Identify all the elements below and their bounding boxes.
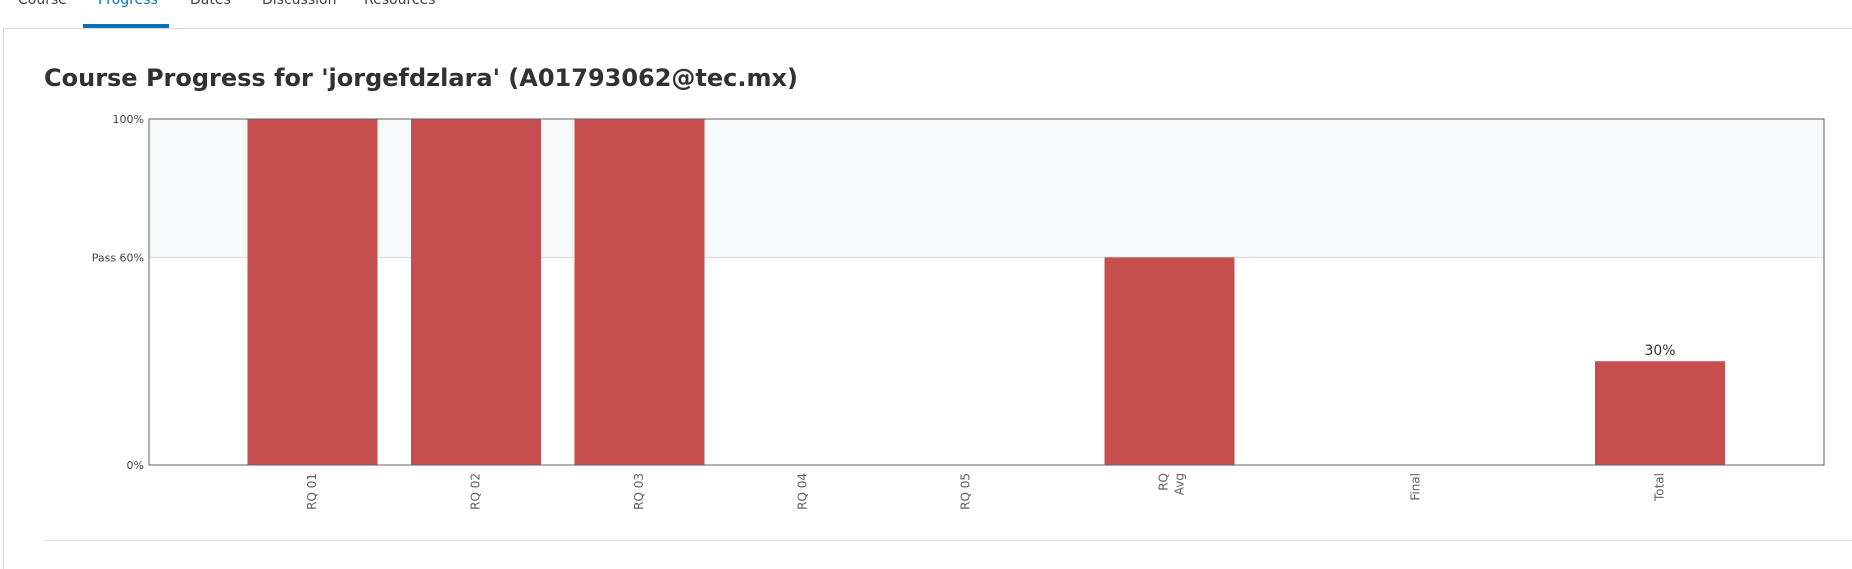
y-tick-label: 0% bbox=[127, 459, 144, 472]
tab-progress[interactable]: Progress bbox=[98, 0, 158, 8]
bar-rq-02 bbox=[411, 119, 541, 465]
y-tick-label: 100% bbox=[113, 113, 144, 126]
tab-resources[interactable]: Resources bbox=[364, 0, 436, 8]
bar-rq-avg bbox=[1104, 257, 1235, 465]
tab-course[interactable]: Course bbox=[18, 0, 67, 8]
tab-dates[interactable]: Dates bbox=[190, 0, 231, 8]
section-divider bbox=[44, 540, 1852, 541]
progress-chart: 100% Pass 60% 0% RQ 01 RQ 02 RQ 03 RQ 04 RQ 05 R… bbox=[0, 100, 1852, 520]
bar-rq-03 bbox=[574, 119, 705, 465]
bar-rq-01 bbox=[247, 119, 378, 465]
plot-frame bbox=[148, 118, 1825, 466]
progress-chart-svg: 100% Pass 60% 0% RQ 01 RQ 02 RQ 03 RQ 04 RQ 05 R… bbox=[92, 113, 1825, 510]
x-tick-label: RQ Avg bbox=[1157, 473, 1187, 495]
active-tab-indicator bbox=[83, 24, 169, 28]
y-tick-label: Pass 60% bbox=[92, 251, 144, 264]
course-tabs: Course Progress Dates Discussion Resourc… bbox=[0, 0, 1852, 28]
bar-total bbox=[1595, 361, 1725, 465]
x-tick-label: RQ 03 bbox=[632, 473, 646, 510]
x-tick-label: RQ 02 bbox=[469, 473, 483, 510]
x-tick-label: Total bbox=[1653, 473, 1667, 502]
x-tick-label: RQ 04 bbox=[796, 473, 810, 510]
x-tick-label: Final bbox=[1409, 473, 1423, 501]
page-title: Course Progress for 'jorgefdzlara' (A017… bbox=[44, 64, 798, 92]
data-label: 30% bbox=[1644, 343, 1675, 359]
x-tick-label: RQ 05 bbox=[959, 473, 973, 510]
tab-discussion[interactable]: Discussion bbox=[262, 0, 337, 8]
x-tick-label: RQ 01 bbox=[305, 473, 319, 510]
pass-band bbox=[149, 119, 1824, 258]
